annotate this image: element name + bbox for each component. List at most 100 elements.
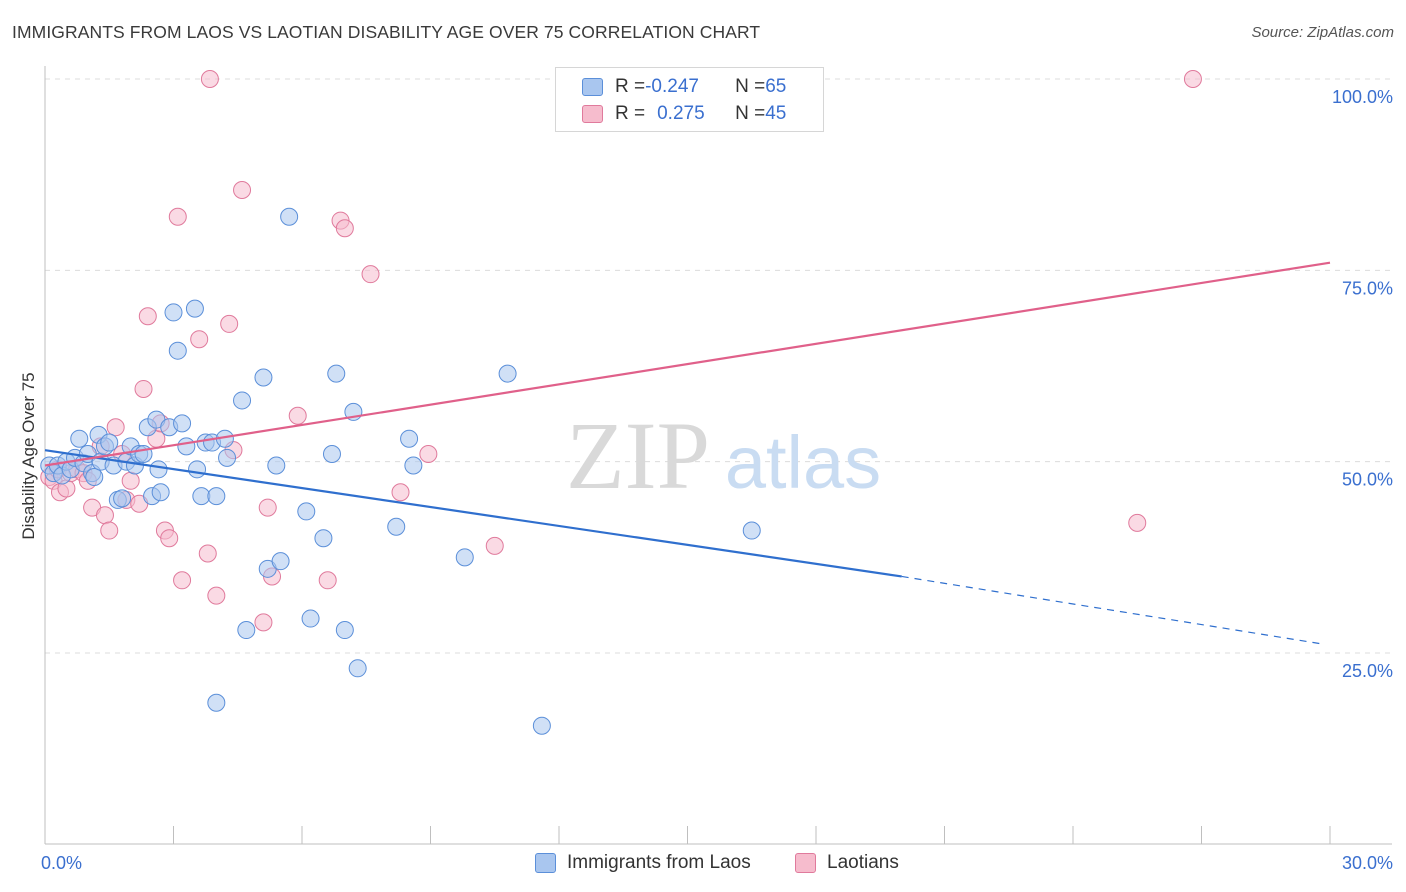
laos-point [70, 429, 89, 448]
legend-n-value: 45 [765, 103, 787, 124]
x-tick-label: 0.0% [41, 853, 82, 873]
laos-trend-line [44, 449, 902, 578]
laos-point [335, 621, 354, 640]
y-tick-label: 100.0% [1332, 87, 1393, 107]
laos-point [85, 467, 104, 486]
legend-swatch-pink [795, 853, 816, 873]
laos-point [297, 502, 316, 521]
legend-label-laos: Immigrants from Laos [567, 852, 751, 873]
laos-point [233, 391, 252, 410]
series-legend: Immigrants from Laos Laotians [0, 852, 1406, 878]
laotians-point [134, 379, 153, 398]
laotians-point [106, 418, 125, 437]
legend-r-value: 0.275 [657, 103, 705, 124]
legend-n-label: N = [735, 76, 766, 97]
laos-point [322, 445, 341, 464]
legend-n-value: 65 [765, 76, 787, 97]
grid-layer [45, 78, 1392, 654]
laos-point [168, 341, 187, 360]
chart-source: Source: ZipAtlas.com [1251, 24, 1394, 41]
legend-item-laotians[interactable]: Laotians [795, 852, 899, 874]
laos-point [280, 207, 299, 226]
legend-row-laotians: R = 0.275 N = 45 [582, 101, 786, 127]
laotians-point [419, 445, 438, 464]
laos-point [404, 456, 423, 475]
y-tick-label: 50.0% [1342, 470, 1393, 490]
laotians-point [361, 265, 380, 284]
laos-point [327, 364, 346, 383]
laos-point [400, 429, 419, 448]
laos-point [149, 460, 168, 479]
laotians-point [318, 571, 337, 590]
legend-row-laos: R = -0.247 N = 65 [582, 74, 786, 100]
laos-point [532, 716, 551, 735]
legend-r-label: R = [615, 103, 646, 124]
laotians-point [100, 521, 119, 540]
laotians-points [40, 70, 1202, 632]
laotians-point [485, 536, 504, 555]
laos-point [164, 303, 183, 322]
tick-labels: 25.0% 50.0% 75.0% 100.0% 0.0% 30.0% [41, 87, 1393, 873]
laos-trend-extrapolation [901, 575, 1322, 645]
laos-point [267, 456, 286, 475]
laotians-point [335, 219, 354, 238]
laos-point [218, 448, 237, 467]
laotians-point [160, 529, 179, 548]
laotians-point [200, 70, 219, 88]
y-tick-label: 75.0% [1342, 278, 1393, 298]
laos-point [237, 621, 256, 640]
laotians-point [190, 330, 209, 349]
laos-point [188, 460, 207, 479]
chart-title: IMMIGRANTS FROM LAOS VS LAOTIAN DISABILI… [12, 22, 761, 42]
laos-point [301, 609, 320, 628]
laotians-point [173, 571, 192, 590]
legend-r-value: -0.247 [645, 76, 699, 97]
laos-point [177, 437, 196, 456]
laotians-point [233, 180, 252, 199]
laotians-point [95, 506, 114, 525]
laotians-point [258, 498, 277, 517]
y-axis-label: Disability Age Over 75 [19, 372, 38, 539]
laos-point [100, 433, 119, 452]
legend-swatch-blue [582, 78, 603, 96]
laotians-point [1183, 70, 1202, 88]
laos-point [742, 521, 761, 540]
legend-r-label: R = [615, 76, 646, 97]
y-tick-label: 25.0% [1342, 661, 1393, 681]
laos-point [455, 548, 474, 567]
laos-point [254, 368, 273, 387]
legend-item-laos[interactable]: Immigrants from Laos [535, 852, 751, 874]
axes-layer [44, 66, 1392, 845]
laotians-point [288, 406, 307, 425]
laotians-trend-line [44, 261, 1331, 467]
watermark-atlas: atlas [725, 421, 881, 504]
legend-n-label: N = [735, 103, 766, 124]
laos-point [498, 364, 517, 383]
laotians-point [121, 471, 140, 490]
laos-points [40, 207, 761, 735]
watermark-zip: ZIP [566, 402, 710, 509]
laotians-point [1128, 513, 1147, 532]
laos-point [271, 552, 290, 571]
laos-point [387, 517, 406, 536]
laos-point [151, 483, 170, 502]
laos-point [207, 693, 226, 712]
laotians-point [207, 586, 226, 605]
laotians-point [220, 314, 239, 333]
x-tick-label: 30.0% [1342, 853, 1393, 873]
laotians-point [198, 544, 217, 563]
legend-swatch-blue [535, 853, 556, 873]
laotians-point [168, 207, 187, 226]
laos-point [207, 487, 226, 506]
watermark: ZIP atlas [566, 402, 881, 509]
trend-lines [44, 261, 1331, 645]
laotians-point [138, 307, 157, 326]
correlation-legend: R = -0.247 N = 65 R = 0.275 N = 45 [555, 67, 824, 132]
laotians-point [254, 613, 273, 632]
laos-point [185, 299, 204, 318]
legend-swatch-pink [582, 105, 603, 123]
laotians-point [391, 483, 410, 502]
laos-point [113, 489, 132, 508]
laos-point [173, 414, 192, 433]
